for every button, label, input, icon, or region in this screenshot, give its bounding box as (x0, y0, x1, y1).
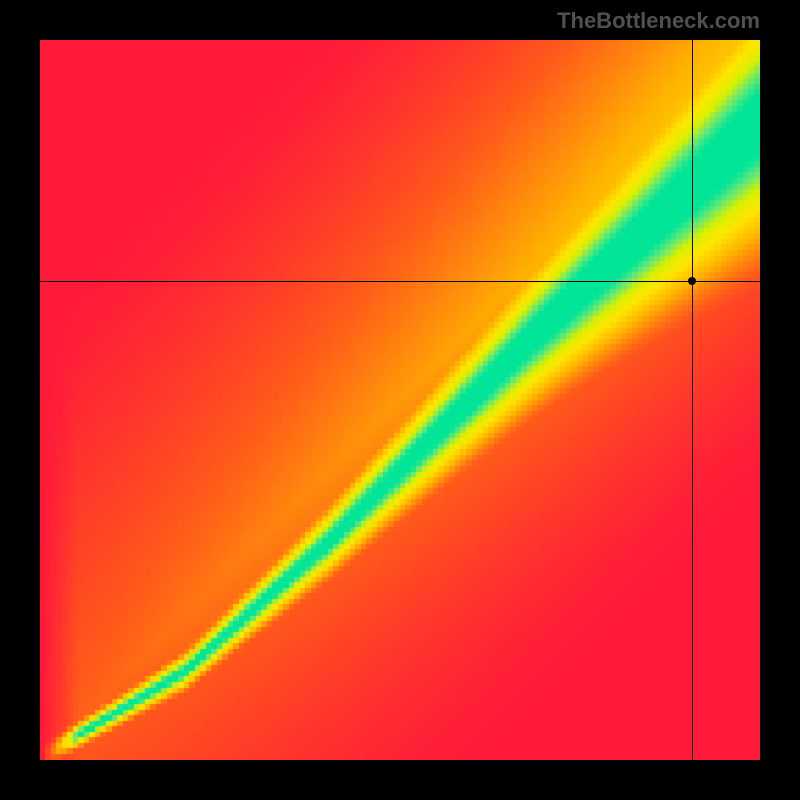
crosshair-marker (688, 277, 696, 285)
heatmap-canvas (40, 40, 760, 760)
heatmap-chart (40, 40, 760, 760)
crosshair-vertical (692, 40, 693, 760)
watermark: TheBottleneck.com (557, 8, 760, 34)
crosshair-horizontal (40, 281, 760, 282)
